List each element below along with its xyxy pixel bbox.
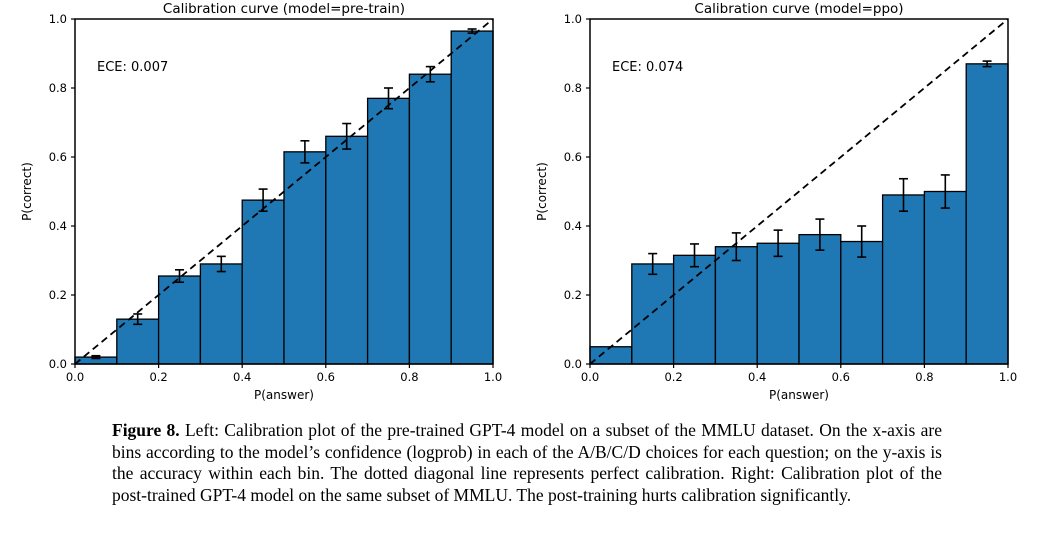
bar-bin-7 [881, 194, 926, 365]
x-tick-label: 1.0 [484, 370, 502, 384]
x-tick-label: 0.2 [664, 370, 682, 384]
figure-caption-text: Left: Calibration plot of the pre-traine… [112, 420, 942, 506]
x-tick-label: 0.8 [915, 370, 933, 384]
bar-bin-6 [840, 240, 884, 365]
tick-labels: 0.0 0.2 0.4 0.6 0.8 1.0 0.0 0.2 0.4 0.6 0.8 1.0 [564, 12, 1017, 384]
chart-title: Calibration curve (model=pre-train) [163, 1, 405, 17]
x-tick-label: 1.0 [999, 370, 1017, 384]
ece-annotation: ECE: 0.074 [612, 60, 683, 75]
bar-bin-7 [366, 97, 411, 365]
ece-annotation: ECE: 0.007 [97, 60, 168, 75]
bar-bin-6 [325, 135, 369, 365]
y-tick-label: 0.4 [564, 219, 582, 233]
y-axis-label: P(correct) [535, 162, 549, 221]
bar-bin-1 [116, 318, 160, 365]
bar-bin-4 [756, 242, 800, 365]
y-tick-label: 1.0 [49, 12, 67, 26]
y-tick-label: 1.0 [564, 12, 582, 26]
bar-bin-9 [965, 63, 1009, 365]
y-tick-label: 0.8 [49, 81, 67, 95]
axes-box [74, 18, 494, 365]
perfect-calibration-line [74, 18, 494, 365]
bar-bin-8 [923, 190, 967, 365]
y-tick-label: 0.6 [49, 150, 67, 164]
y-tick-label: 0.4 [49, 219, 67, 233]
bar-bin-3 [199, 263, 243, 365]
y-axis-label: P(correct) [20, 162, 34, 221]
x-tick-label: 0.0 [66, 370, 84, 384]
bar-bin-3 [714, 246, 758, 365]
y-tick-label: 0.0 [49, 357, 67, 371]
error-bars [648, 60, 992, 276]
tick-marks [71, 18, 494, 368]
axes-box [589, 18, 1009, 365]
x-tick-label: 0.4 [233, 370, 251, 384]
error-bars [91, 28, 477, 360]
bar-bin-2 [672, 254, 717, 365]
y-tick-label: 0.8 [564, 81, 582, 95]
y-tick-label: 0.0 [564, 357, 582, 371]
bars [589, 63, 1009, 365]
y-tick-label: 0.2 [49, 288, 67, 302]
x-tick-label: 0.2 [149, 370, 167, 384]
x-tick-label: 0.4 [748, 370, 766, 384]
calibration-chart-ppo: 0.0 0.2 0.4 0.6 0.8 1.0 0.0 0.2 0.4 0.6 0.8 1.0 Cali… [535, 1, 1017, 402]
bar-bin-8 [408, 73, 452, 365]
bar-bin-5 [283, 151, 327, 365]
bar-bin-9 [450, 30, 494, 365]
x-tick-label: 0.8 [400, 370, 418, 384]
x-tick-label: 0.6 [317, 370, 335, 384]
x-axis-label: P(answer) [254, 388, 314, 402]
x-tick-label: 0.0 [581, 370, 599, 384]
tick-marks [586, 18, 1009, 368]
x-tick-label: 0.6 [832, 370, 850, 384]
figure-caption: Figure 8. Left: Calibration plot of the … [112, 420, 942, 507]
calibration-chart-pre-train: 0.0 0.2 0.4 0.6 0.8 1.0 0.0 0.2 0.4 0.6 0.8 1.0 Cali… [20, 1, 502, 402]
x-axis-label: P(answer) [769, 388, 829, 402]
y-tick-label: 0.6 [564, 150, 582, 164]
bar-bin-1 [631, 263, 675, 365]
figure-caption-label: Figure 8. [112, 420, 180, 440]
chart-title: Calibration curve (model=ppo) [694, 1, 903, 17]
bar-bin-5 [798, 233, 842, 365]
bar-bin-0 [589, 346, 633, 365]
tick-labels: 0.0 0.2 0.4 0.6 0.8 1.0 0.0 0.2 0.4 0.6 0.8 1.0 [49, 12, 502, 384]
bar-bin-4 [241, 199, 285, 365]
perfect-calibration-line [589, 18, 1009, 365]
y-tick-label: 0.2 [564, 288, 582, 302]
